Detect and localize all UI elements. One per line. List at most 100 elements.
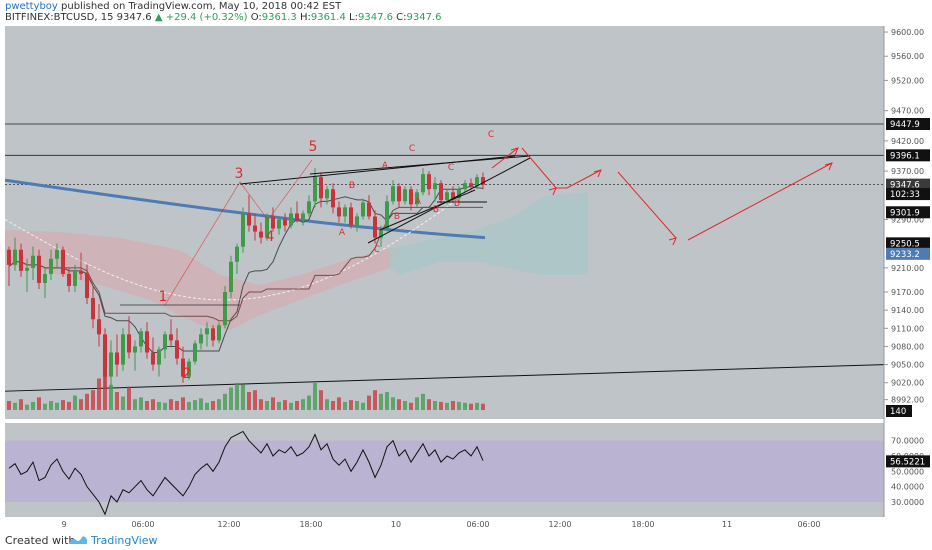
- price-label-box: [886, 188, 930, 201]
- projection-path: [687, 162, 833, 241]
- ohlc-line: BITFINEX:BTCUSD, 15 9347.6 ▲ +29.4 (+0.3…: [5, 12, 442, 23]
- volume-bar: [403, 401, 407, 410]
- wave-label: 2: [183, 366, 192, 382]
- wave-label: B: [433, 205, 439, 215]
- volume-bar: [55, 402, 59, 410]
- close-value: 9347.6: [406, 12, 442, 23]
- candle-body: [439, 183, 443, 201]
- candle-body: [367, 202, 371, 217]
- publish-line: pwettyboy published on TradingView.com, …: [5, 1, 341, 12]
- time-axis[interactable]: 9 06:00 12:00 18:00 10 06:00 12:00 18:00 11 06:00: [61, 520, 820, 529]
- candlestick: [91, 285, 95, 329]
- volume-bars: [7, 374, 485, 410]
- price-tick-label: 9560.00: [891, 52, 924, 61]
- candle-body: [325, 189, 329, 199]
- candle-body: [175, 340, 179, 359]
- tradingview-link[interactable]: TradingView: [91, 534, 158, 547]
- candlestick: [151, 337, 155, 371]
- wave-label: 4: [266, 229, 275, 245]
- volume-bar: [355, 401, 359, 410]
- volume-bar: [301, 399, 305, 410]
- candle-body: [469, 183, 473, 187]
- candlestick: [205, 322, 209, 347]
- wave-label: B: [394, 212, 400, 222]
- candle-body: [463, 183, 467, 190]
- candle-body: [295, 213, 299, 220]
- volume-bar: [97, 378, 101, 410]
- candlestick: [181, 346, 185, 383]
- arrow-head-icon: [510, 147, 519, 156]
- candlestick: [259, 222, 263, 244]
- candle-body: [193, 343, 197, 362]
- candle-body: [457, 189, 461, 199]
- volume-bar: [193, 400, 197, 410]
- time-tick-label: 12:00: [217, 520, 240, 529]
- volume-bar: [397, 399, 401, 410]
- candlestick: [475, 174, 479, 190]
- candle-body: [445, 192, 449, 201]
- candle-body: [91, 298, 95, 320]
- volume-bar: [427, 399, 431, 410]
- candlestick: [463, 180, 467, 193]
- candlestick: [139, 328, 143, 353]
- candlestick: [331, 183, 335, 214]
- time-tick-label: 18:00: [631, 520, 654, 529]
- price-label: 9396.1: [890, 151, 920, 161]
- candle-body: [127, 334, 131, 353]
- candle-body: [31, 255, 35, 268]
- candlestick: [373, 210, 377, 244]
- price-axis[interactable]: 9600.00 9560.00 9520.00 9470.00 9420.00 9370.…: [883, 26, 930, 517]
- low-label: L:: [349, 12, 358, 23]
- volume-bar: [481, 403, 485, 410]
- candlestick: [397, 183, 401, 208]
- candle-body: [19, 249, 23, 271]
- candlestick: [37, 249, 41, 290]
- volume-bar: [469, 403, 473, 410]
- rsi-tick-label: 40.0000: [891, 483, 924, 492]
- rsi-tick-label: 50.0000: [891, 467, 924, 476]
- price-tick-label: 9420.00: [891, 137, 924, 146]
- candle-body: [427, 174, 431, 190]
- price-label-box: [886, 237, 930, 250]
- wave-label: C: [374, 245, 380, 255]
- price-tick-label: 9080.00: [891, 342, 924, 351]
- candle-body: [391, 186, 395, 202]
- volume-bar: [475, 402, 479, 410]
- volume-bar: [409, 402, 413, 410]
- arrow-head-icon: [824, 162, 833, 171]
- high-value: 9361.4: [310, 12, 346, 23]
- candlestick: [337, 201, 341, 223]
- candlestick: [457, 186, 461, 202]
- price-tick-label: 9600.00: [891, 28, 924, 37]
- volume-bar: [109, 384, 113, 410]
- candlestick: [19, 243, 23, 277]
- volume-bar: [247, 392, 251, 410]
- candle-body: [211, 328, 215, 341]
- candle-body: [67, 273, 71, 286]
- arrow-head-icon: [548, 187, 557, 196]
- candlestick: [295, 201, 299, 223]
- candlestick: [31, 246, 35, 280]
- wave-label: A: [339, 228, 346, 238]
- cloud-bullish: [390, 192, 588, 275]
- candlestick: [253, 213, 257, 241]
- volume-bar: [37, 397, 41, 410]
- author-link[interactable]: pwettyboy: [5, 1, 58, 12]
- wave-label: B: [454, 199, 460, 209]
- candle-body: [187, 361, 191, 377]
- cloud-bearish: [5, 230, 400, 330]
- volume-bar: [361, 402, 365, 410]
- volume-bar: [19, 399, 23, 410]
- price-tick-label: 9170.00: [891, 288, 924, 297]
- price-tick-label: 9050.00: [891, 361, 924, 370]
- time-tick-label: 18:00: [299, 520, 322, 529]
- price-tick-label: 9140.00: [891, 306, 924, 315]
- rsi-tick-label: 30.0000: [891, 498, 924, 507]
- candlestick: [25, 258, 29, 293]
- candle-body: [403, 189, 407, 202]
- candle-body: [343, 207, 347, 217]
- volume-bar: [385, 392, 389, 410]
- candlestick: [109, 340, 113, 389]
- volume-bar: [85, 393, 89, 410]
